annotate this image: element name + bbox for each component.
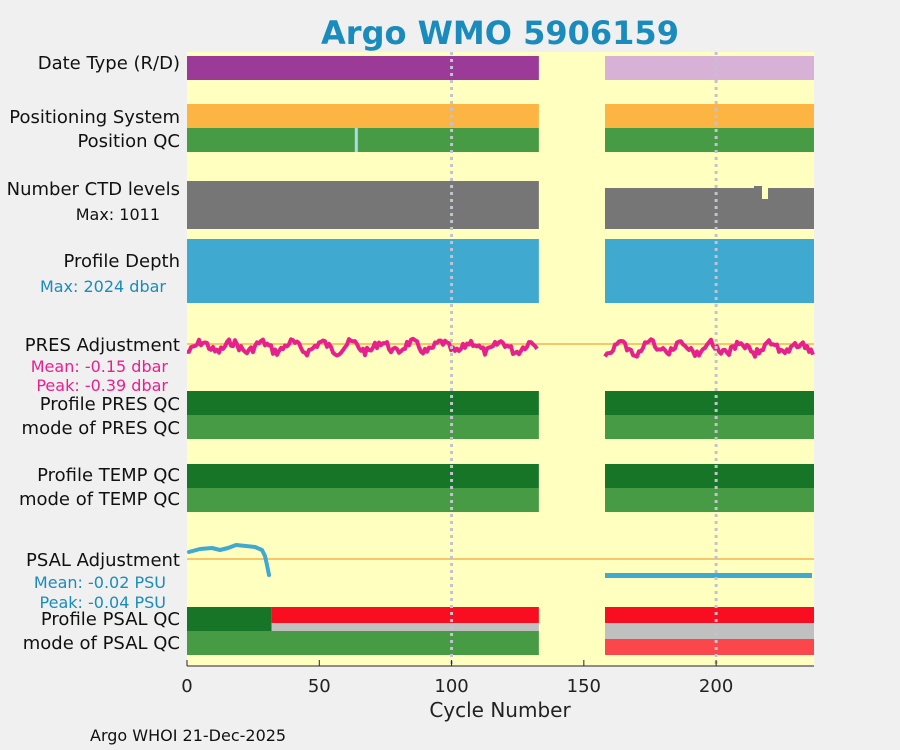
position-qc-outlier-mark [354, 128, 358, 152]
ctd-levels-bar-early [187, 181, 539, 229]
row-label-positioning-system: Positioning System [9, 107, 180, 128]
profile-psal-qc-bar-late-missing [605, 623, 814, 631]
ctd-levels-bar-late-step [754, 186, 762, 229]
pres-mean-label: Mean: -0.15 dbar [31, 357, 169, 376]
ctd-levels-bar-late-end [768, 188, 814, 229]
ctd-levels-dip [762, 199, 768, 229]
date-type-bar-late [605, 56, 814, 80]
x-axis-label: Cycle Number [429, 698, 571, 722]
x-tick-label-200: 200 [699, 676, 733, 697]
positioning-system-bar-late [605, 104, 814, 128]
mode-psal-qc-bar-late-top [605, 631, 814, 639]
profile-psal-qc-bar-late-bad [605, 607, 814, 623]
pres-adjustment-series-early [186, 336, 539, 358]
profile-depth-bar-early [187, 239, 539, 303]
profile-psal-qc-bar-missing [271, 623, 539, 631]
profile-psal-qc-bar-bad [271, 607, 539, 623]
mode-psal-qc-bar-late [605, 639, 814, 655]
profile-depth-bar-late [605, 239, 814, 303]
position-qc-bar-late [605, 128, 814, 152]
mode-temp-qc-bar-late [605, 488, 814, 512]
psal-adjustment-series-late [605, 573, 812, 578]
row-label-psal-adjustment: PSAL Adjustment [26, 550, 180, 571]
chart-title: Argo WMO 5906159 [321, 14, 679, 52]
row-label-mode-temp-qc: mode of TEMP QC [19, 489, 180, 510]
footer-credit: Argo WHOI 21-Dec-2025 [90, 726, 286, 745]
psal-mean-label: Mean: -0.02 PSU [34, 573, 166, 592]
row-label-position-qc: Position QC [77, 131, 180, 152]
profile-temp-qc-bar-late [605, 464, 814, 488]
date-type-bar-early [187, 56, 539, 80]
profile-pres-qc-bar-late [605, 391, 814, 415]
depth-max-label: Max: 2024 dbar [40, 277, 166, 296]
mode-pres-qc-bar-early [187, 415, 539, 439]
mode-psal-qc-bar-early [187, 631, 539, 655]
row-label-profile-temp-qc: Profile TEMP QC [37, 465, 180, 486]
x-tick-label-0: 0 [181, 676, 192, 697]
row-label-profile-psal-qc: Profile PSAL QC [41, 609, 180, 630]
row-label-date-type: Date Type (R/D) [38, 53, 180, 74]
pres-peak-label: Peak: -0.39 dbar [36, 376, 168, 395]
positioning-system-bar-early [187, 104, 539, 128]
ctd-max-label: Max: 1011 [76, 205, 160, 224]
mode-temp-qc-bar-early [187, 488, 539, 512]
row-label-profile-depth: Profile Depth [63, 251, 180, 272]
psal-adjustment-series-early [187, 543, 271, 577]
row-label-profile-pres-qc: Profile PRES QC [40, 394, 180, 415]
profile-pres-qc-bar-early [187, 391, 539, 415]
row-label-mode-psal-qc: mode of PSAL QC [23, 633, 180, 654]
profile-psal-qc-bar-good [187, 607, 272, 631]
plot-area-background [187, 52, 814, 666]
psal-peak-label: Peak: -0.04 PSU [40, 593, 166, 612]
row-label-pres-adjustment: PRES Adjustment [25, 335, 180, 356]
profile-temp-qc-bar-early [187, 464, 539, 488]
x-tick-label-100: 100 [434, 676, 468, 697]
x-tick-label-50: 50 [308, 676, 331, 697]
row-label-ctd-levels: Number CTD levels [7, 179, 180, 200]
row-label-mode-pres-qc: mode of PRES QC [22, 418, 180, 439]
position-qc-bar-early [187, 128, 539, 152]
pres-adjustment-series-late [603, 337, 815, 359]
ctd-levels-bar-late [605, 188, 754, 229]
mode-pres-qc-bar-late [605, 415, 814, 439]
x-tick-label-150: 150 [567, 676, 601, 697]
